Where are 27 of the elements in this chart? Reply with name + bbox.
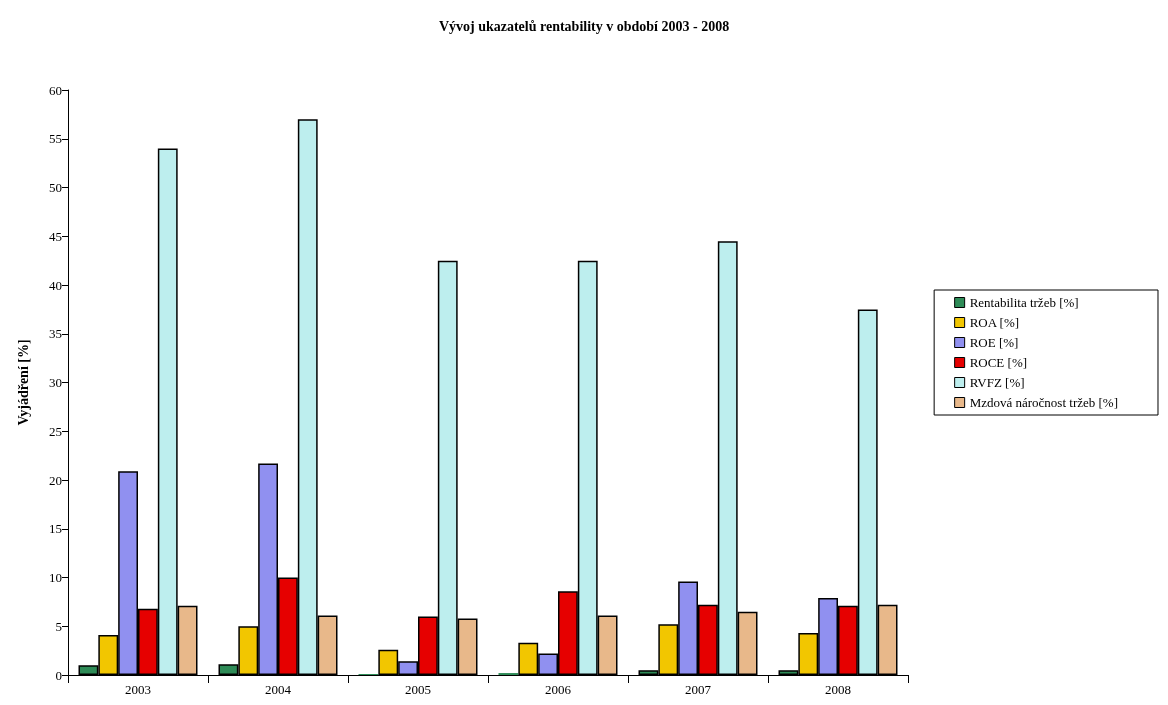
x-tick-label: 2005 xyxy=(405,682,431,697)
x-tick-label: 2004 xyxy=(265,682,292,697)
y-tick-label: 35 xyxy=(49,326,62,342)
legend-label: RVFZ [%] xyxy=(969,375,1025,390)
legend-label: ROE [%] xyxy=(969,335,1019,350)
y-tick-label: 10 xyxy=(49,570,62,585)
legend-label: Rentabilita tržeb [%] xyxy=(969,295,1079,310)
y-tick-label: 5 xyxy=(55,618,62,634)
y-tick-label: 25 xyxy=(49,423,62,439)
y-tick-label: 60 xyxy=(49,82,62,98)
y-tick-label: 55 xyxy=(49,131,62,147)
x-tick-label: 2006 xyxy=(545,682,572,697)
legend-label: Mzdová náročnost tržeb [%] xyxy=(969,395,1118,410)
x-tick-label: 2007 xyxy=(685,682,712,697)
x-tick-label: 2003 xyxy=(125,682,151,697)
y-tick-label: 15 xyxy=(49,521,62,537)
y-axis-title: Vyjádření [%] xyxy=(15,339,31,426)
chart-title: Vývoj ukazatelů rentability v období 2003 - 2008 xyxy=(438,18,730,34)
y-tick-label: 0 xyxy=(55,667,62,683)
x-tick-label: 2008 xyxy=(825,682,851,697)
y-tick-label: 40 xyxy=(49,277,62,293)
y-tick-label: 45 xyxy=(49,228,62,244)
legend-label: ROCE [%] xyxy=(969,355,1028,370)
y-tick-label: 50 xyxy=(49,180,62,195)
y-tick-label: 30 xyxy=(49,375,62,390)
legend-label: ROA [%] xyxy=(969,315,1020,330)
y-tick-label: 20 xyxy=(49,472,62,488)
